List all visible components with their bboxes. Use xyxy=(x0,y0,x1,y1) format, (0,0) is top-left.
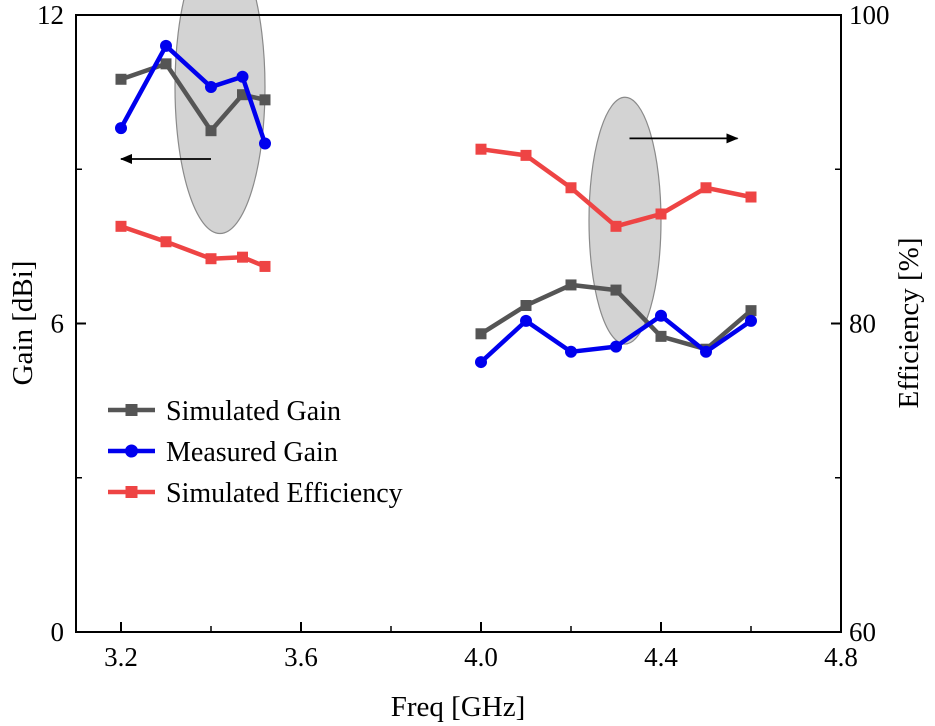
simulated-efficiency-point xyxy=(700,182,712,194)
x-tick-label: 3.6 xyxy=(284,642,318,672)
series-layer xyxy=(115,39,757,369)
x-axis-title: Freq [GHz] xyxy=(391,691,525,723)
simulated-gain-point xyxy=(115,73,127,85)
measured-gain-point xyxy=(565,345,577,358)
measured-gain-point xyxy=(610,340,622,353)
measured-gain-point xyxy=(700,345,712,358)
measured-gain-point xyxy=(259,137,271,150)
y-right-tick-label: 100 xyxy=(849,0,890,30)
y-left-tick-label: 12 xyxy=(37,0,64,30)
measured-gain-point xyxy=(160,39,172,52)
legend-entry-simulated-efficiency: Simulated Efficiency xyxy=(108,478,403,509)
legend-entry-simulated-gain: Simulated Gain xyxy=(108,396,341,427)
simulated-gain-point xyxy=(610,284,622,296)
simulated-efficiency-point xyxy=(259,260,271,272)
measured-gain-point xyxy=(236,70,249,83)
legend-swatch-marker xyxy=(125,404,138,416)
simulated-efficiency-point xyxy=(115,220,127,232)
simulated-efficiency-point xyxy=(160,236,172,248)
simulated-gain-point xyxy=(205,125,217,137)
legend-swatch-marker xyxy=(125,444,138,458)
simulated-efficiency-point xyxy=(520,149,532,161)
legend-entry-measured-gain: Measured Gain xyxy=(108,437,338,468)
legend-swatch-marker xyxy=(125,486,138,498)
simulated-efficiency-point xyxy=(237,251,248,263)
series-simulated-efficiency xyxy=(115,143,757,272)
simulated-gain-point xyxy=(160,58,172,70)
simulated-efficiency-point xyxy=(745,191,757,203)
legend: Simulated Gain Measured Gain Simulated Eff… xyxy=(108,396,403,509)
x-tick-label: 3.2 xyxy=(104,642,138,672)
y-left-tick-label: 0 xyxy=(51,617,65,647)
y-left-tick-label: 6 xyxy=(51,309,65,339)
y-left-axis-title: Gain [dBi] xyxy=(7,261,39,386)
highlight-ellipse-1 xyxy=(174,0,266,235)
legend-label: Measured Gain xyxy=(166,437,338,468)
x-tick-label: 4.0 xyxy=(464,642,498,672)
simulated-efficiency-point xyxy=(565,182,577,194)
simulated-efficiency-point xyxy=(475,143,487,155)
highlight-ellipse-2 xyxy=(588,96,662,345)
simulated-gain-point xyxy=(565,279,577,291)
simulated-efficiency-point xyxy=(205,253,217,265)
labels-layer: Freq [GHz] Gain [dBi] Efficiency [%] xyxy=(7,238,925,723)
simulated-gain-point xyxy=(237,89,248,101)
x-tick-label: 4.8 xyxy=(824,642,858,672)
simulated-gain-point xyxy=(475,328,487,340)
legend-label: Simulated Gain xyxy=(166,396,341,427)
measured-gain-point xyxy=(520,314,532,327)
series-measured-gain xyxy=(115,39,757,369)
y-right-tick-label: 80 xyxy=(849,309,876,339)
annotations-layer xyxy=(120,0,739,345)
measured-gain-point xyxy=(745,314,757,327)
legend-label: Simulated Efficiency xyxy=(166,478,403,509)
measured-gain-point xyxy=(115,122,127,135)
simulated-gain-point xyxy=(259,94,271,106)
simulated-efficiency-point xyxy=(655,208,667,220)
ticks-layer: 3.2 3.6 4.0 4.4 4.8 0 6 12 60 80 100 xyxy=(37,0,890,672)
simulated-gain-point xyxy=(745,305,757,317)
measured-gain-point xyxy=(475,356,487,369)
measured-gain-point xyxy=(205,80,217,93)
simulated-gain-point xyxy=(655,330,667,342)
x-tick-label: 4.4 xyxy=(644,642,678,672)
simulated-gain-point xyxy=(520,300,532,312)
measured-gain-point xyxy=(655,309,667,322)
y-right-tick-label: 60 xyxy=(849,617,876,647)
y-right-axis-title: Efficiency [%] xyxy=(893,238,925,409)
simulated-efficiency-point xyxy=(610,220,622,232)
